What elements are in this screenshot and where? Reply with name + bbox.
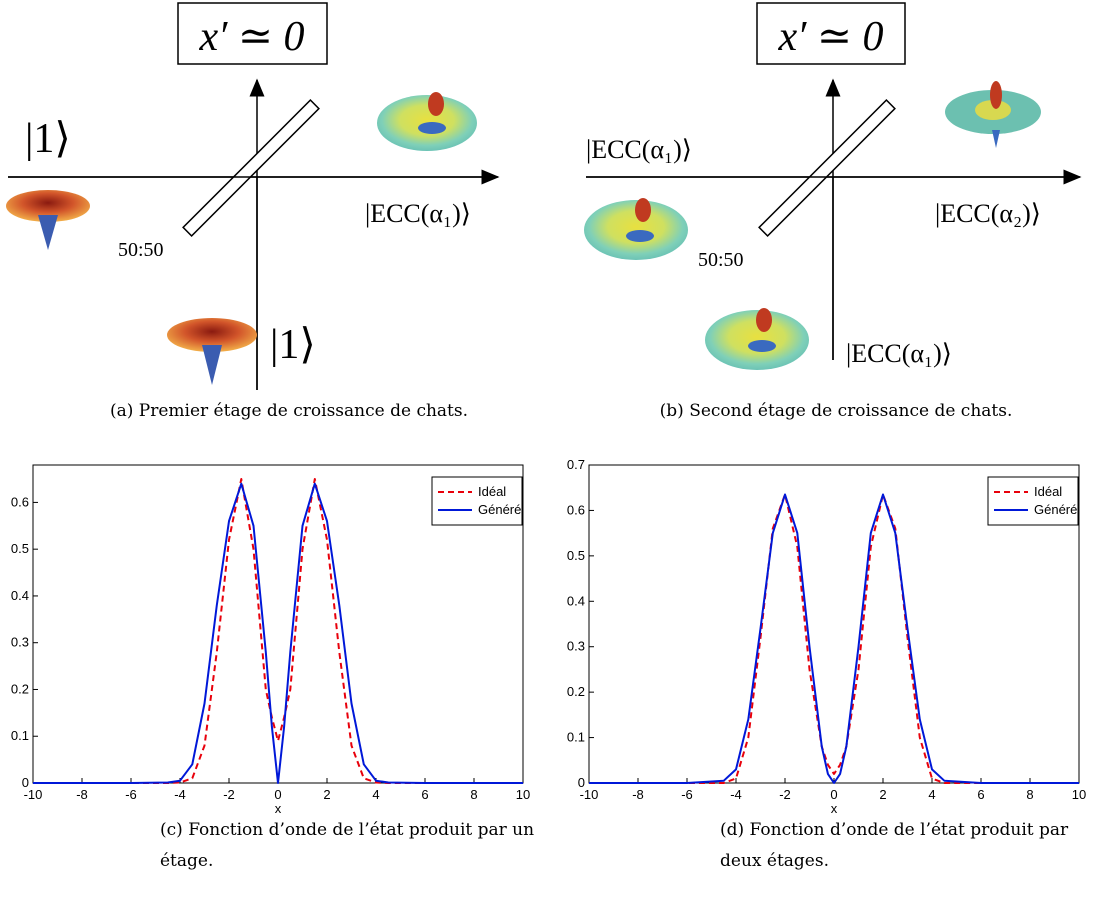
x-tick-label: 4 xyxy=(928,787,935,802)
y-tick-label: 0 xyxy=(578,775,585,790)
x-tick-label: -10 xyxy=(580,787,599,802)
caption: (a) Premier étage de croissance de chats… xyxy=(110,401,468,421)
legend-label: Idéal xyxy=(478,484,506,499)
x-tick-label: -6 xyxy=(681,787,693,802)
output-label: |ECC(α₂)⟩ xyxy=(935,199,1041,228)
legend: Idéal Généré xyxy=(987,476,1079,526)
input-label: |1⟩ xyxy=(25,116,71,162)
output-label: |ECC(α₁)⟩ xyxy=(365,199,471,228)
legend-label: Généré xyxy=(478,502,521,517)
x-axis-label: x xyxy=(831,801,838,816)
y-tick-label: 0.6 xyxy=(567,502,585,517)
data-line xyxy=(589,493,1079,784)
caption: deux étages. xyxy=(720,851,829,871)
input-label: |ECC(α₁)⟩ xyxy=(846,339,952,368)
x-tick-label: 10 xyxy=(1072,787,1086,802)
wigner-plot xyxy=(6,190,90,250)
x-tick-label: 0 xyxy=(830,787,837,802)
wigner-plot xyxy=(584,198,688,260)
x-tick-label: 4 xyxy=(372,787,379,802)
x-tick-label: 2 xyxy=(879,787,886,802)
wigner-plot xyxy=(945,81,1041,148)
splitter-label: 50:50 xyxy=(698,249,744,271)
beam-splitter xyxy=(182,99,320,237)
x-tick-label: -4 xyxy=(174,787,186,802)
y-tick-label: 0 xyxy=(22,775,29,790)
x-tick-label: 8 xyxy=(470,787,477,802)
x-tick-label: 6 xyxy=(977,787,984,802)
y-tick-label: 0.3 xyxy=(567,639,585,654)
y-tick-label: 0.4 xyxy=(11,588,29,603)
caption: (c) Fonction d’onde de l’état produit pa… xyxy=(160,820,534,840)
legend-label: Idéal xyxy=(1034,484,1062,499)
x-tick-label: 0 xyxy=(274,787,281,802)
line-chart: 0 0.1 0.2 0.3 0.4 0.5 0.6 0.7 -10 -8 -6 -4 -2 0 2 4 6 8 10… xyxy=(567,457,1086,816)
y-tick-label: 0.5 xyxy=(11,541,29,556)
caption: étage. xyxy=(160,851,213,871)
beam-splitter xyxy=(758,99,896,237)
x-tick-label: -2 xyxy=(779,787,791,802)
output-label: x′ ≃ 0 xyxy=(198,14,304,60)
data-line xyxy=(33,478,523,784)
y-tick-label: 0.1 xyxy=(567,730,585,745)
y-tick-label: 0.2 xyxy=(567,684,585,699)
detector-box xyxy=(177,2,328,65)
x-axis-label: x xyxy=(275,801,282,816)
x-tick-label: -6 xyxy=(125,787,137,802)
wigner-plot xyxy=(705,308,809,370)
wigner-plot xyxy=(167,318,257,385)
legend-label: Généré xyxy=(1034,502,1077,517)
caption: (d) Fonction d’onde de l’état produit pa… xyxy=(720,820,1069,840)
detector-box xyxy=(756,2,906,65)
data-line xyxy=(33,482,523,784)
diagram-b: x′ ≃ 0 |ECC(α₁)⟩ |ECC(α₁)⟩ |ECC(α₂)⟩ 50:… xyxy=(584,2,1082,370)
caption: (b) Second étage de croissance de chats. xyxy=(660,401,1013,421)
legend-box xyxy=(431,476,523,526)
x-tick-label: -2 xyxy=(223,787,235,802)
x-tick-label: -8 xyxy=(632,787,644,802)
x-tick-label: -10 xyxy=(24,787,43,802)
x-tick-label: 8 xyxy=(1026,787,1033,802)
output-label: x′ ≃ 0 xyxy=(777,14,883,60)
legend: Idéal Généré xyxy=(431,476,523,526)
y-tick-label: 0.1 xyxy=(11,728,29,743)
diagram-a: x′ ≃ 0 |1⟩ |1⟩ |ECC(α₁)⟩ 50:50 xyxy=(6,2,500,390)
x-tick-label: 10 xyxy=(516,787,530,802)
y-tick-label: 0.5 xyxy=(567,548,585,563)
x-tick-label: 6 xyxy=(421,787,428,802)
x-tick-label: -8 xyxy=(76,787,88,802)
x-tick-label: -4 xyxy=(730,787,742,802)
input-label: |1⟩ xyxy=(270,322,316,368)
line-chart: 0 0.1 0.2 0.3 0.4 0.5 0.6 -10 -8 -6 -4 -2 0 2 4 6 8 10 x Id… xyxy=(11,464,530,816)
legend-box xyxy=(987,476,1079,526)
data-line xyxy=(589,493,1079,784)
splitter-label: 50:50 xyxy=(118,239,164,261)
y-tick-label: 0.2 xyxy=(11,681,29,696)
input-label: |ECC(α₁)⟩ xyxy=(586,135,692,164)
y-tick-label: 0.4 xyxy=(567,593,585,608)
wigner-plot xyxy=(377,92,477,151)
y-tick-label: 0.6 xyxy=(11,494,29,509)
x-tick-label: 2 xyxy=(323,787,330,802)
y-tick-label: 0.3 xyxy=(11,635,29,650)
y-tick-label: 0.7 xyxy=(567,457,585,472)
